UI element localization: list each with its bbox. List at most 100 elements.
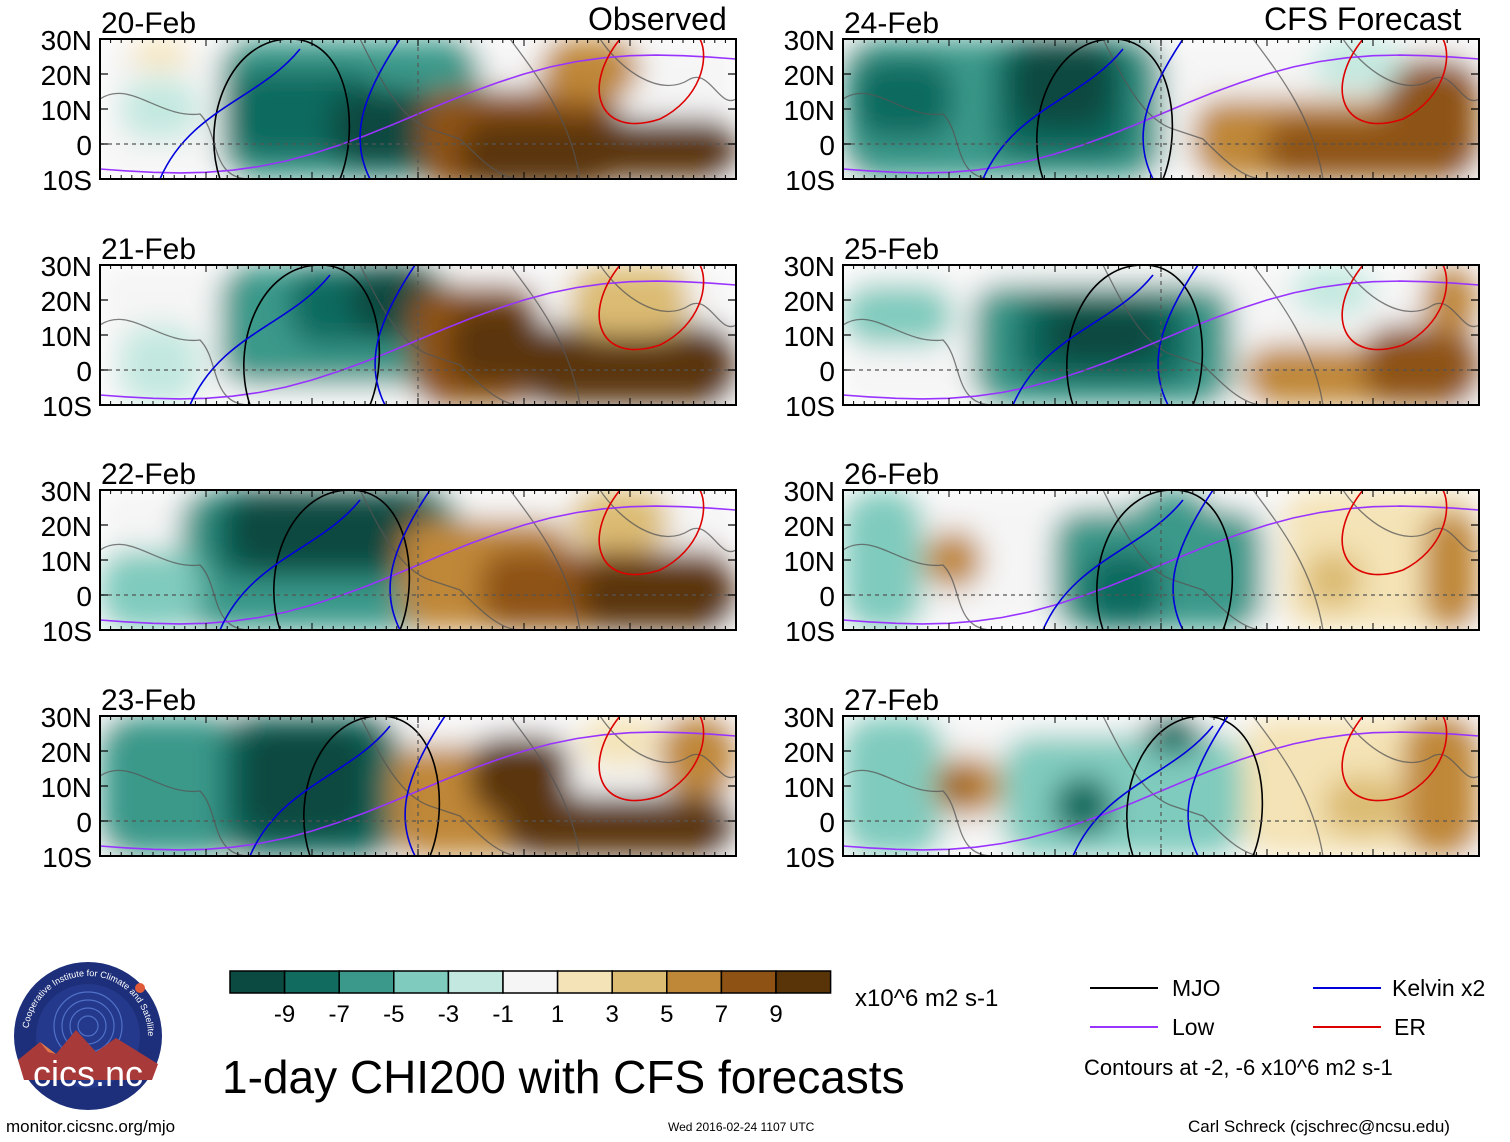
colorbar-swatch [338,970,395,994]
map-panel: 23-Feb 30N 20N 10N 0 10S [41,684,737,873]
map-panel: 25-Feb 30N 20N 10N 0 10S [784,233,1480,422]
colorbar-swatch [720,970,777,994]
latitude-label: 10S [42,842,92,873]
latitude-label: 10N [41,95,92,126]
latitude-label: 30N [41,251,92,282]
colorbar-swatch [502,970,559,994]
colorbar-units: x10^6 m2 s-1 [855,985,999,1012]
panel-date-label: 25-Feb [844,233,939,266]
latitude-label: 30N [784,25,835,56]
latitude-label: 10N [41,772,92,803]
coastlines [843,716,1479,856]
latitude-label: 20N [41,511,92,542]
map-panel: 24-Feb 30N 20N 10N 0 10S [784,7,1480,196]
coastlines [100,265,736,405]
latitude-label: 10N [784,95,835,126]
latitude-label: 30N [784,251,835,282]
latitude-label: 10S [785,842,835,873]
footer-timestamp: Wed 2016-02-24 1107 UTC [668,1120,815,1134]
observed-label: Observed [588,1,727,37]
map-panel: 22-Feb 30N 20N 10N 0 10S [41,458,737,647]
mjo-legend-label: MJO [1172,975,1221,1001]
colorbar-tick-label: 7 [715,1001,728,1028]
map-panel: 20-Feb 30N 20N 10N 0 10S [41,7,737,196]
colorbar-swatch [775,970,832,994]
colorbar-tick-label: -1 [492,1001,513,1028]
map-panel: 26-Feb 30N 20N 10N 0 10S [784,458,1480,647]
latitude-label: 10S [42,391,92,422]
kelvin-legend-label: Kelvin x2 [1392,975,1486,1001]
latitude-label: 10N [784,321,835,352]
latitude-label: 10N [41,321,92,352]
colorbar-tick-label: -7 [329,1001,350,1028]
colorbar-tick-label: -3 [438,1001,459,1028]
colorbar-swatch [393,970,450,994]
latitude-label: 30N [784,476,835,507]
latitude-label: 10S [785,391,835,422]
colorbar-tick-label: 5 [660,1001,673,1028]
latitude-label: 0 [76,356,92,387]
latitude-label: 0 [819,356,835,387]
latitude-label: 0 [76,807,92,838]
contour-legend [1090,987,1381,1028]
latitude-label: 30N [41,25,92,56]
latitude-label: 10N [41,546,92,577]
coastlines [100,39,736,179]
colorbar-tick-label: 9 [769,1001,782,1028]
colorbar-swatch [229,970,286,994]
latitude-label: 20N [41,286,92,317]
latitude-label: 10S [785,165,835,196]
coastlines [100,490,736,630]
latitude-label: 0 [819,807,835,838]
colorbar: -9 -7 -5 -3 -1 1 3 5 7 9 [229,970,832,1028]
colorbar-tick-label: 1 [551,1001,564,1028]
latitude-label: 20N [784,286,835,317]
low-legend-label: Low [1172,1014,1215,1040]
coastlines [100,716,736,856]
panel-date-label: 22-Feb [101,458,196,491]
latitude-label: 20N [784,60,835,91]
map-panel: 27-Feb 30N 20N 10N 0 10S [784,684,1480,873]
colorbar-tick-label: -5 [383,1001,404,1028]
colorbar-swatch [283,970,340,994]
latitude-label: 0 [819,581,835,612]
contours [100,39,736,179]
latitude-label: 30N [41,702,92,733]
er-legend-label: ER [1394,1014,1426,1040]
footer-author: Carl Schreck (cjschrec@ncsu.edu) [1188,1117,1450,1136]
latitude-label: 10S [42,616,92,647]
latitude-label: 0 [76,130,92,161]
latitude-label: 20N [784,511,835,542]
colorbar-swatch [611,970,668,994]
latitude-label: 10N [784,772,835,803]
panel-date-label: 27-Feb [844,684,939,717]
colorbar-tick-label: -9 [274,1001,295,1028]
contour-note: Contours at -2, -6 x10^6 m2 s-1 [1084,1055,1393,1080]
latitude-label: 10N [784,546,835,577]
colorbar-swatch [666,970,723,994]
panel-date-label: 21-Feb [101,233,196,266]
panel-date-label: 24-Feb [844,7,939,40]
panel-date-label: 20-Feb [101,7,196,40]
logo-text: cics.nc [33,1053,143,1094]
map-panels: 20-Feb30N20N10N010S21-Feb30N20N10N010S22… [41,7,1480,873]
cfs-forecast-label: CFS Forecast [1264,1,1462,37]
latitude-label: 30N [41,476,92,507]
colorbar-tick-label: 3 [606,1001,619,1028]
latitude-label: 0 [76,581,92,612]
latitude-label: 20N [784,737,835,768]
footer-url: monitor.cicsnc.org/mjo [6,1117,176,1136]
colorbar-swatch [447,970,504,994]
latitude-label: 20N [41,737,92,768]
latitude-label: 30N [784,702,835,733]
latitude-label: 20N [41,60,92,91]
panel-date-label: 23-Feb [101,684,196,717]
latitude-label: 10S [785,616,835,647]
latitude-label: 0 [819,130,835,161]
latitude-label: 10S [42,165,92,196]
map-panel: 21-Feb 30N 20N 10N 0 10S [41,233,737,422]
panel-date-label: 26-Feb [844,458,939,491]
colorbar-swatch [556,970,613,994]
coastlines [843,265,1479,405]
cicsnc-logo: Cooperative Institute for Climate and Sa… [12,960,162,1110]
